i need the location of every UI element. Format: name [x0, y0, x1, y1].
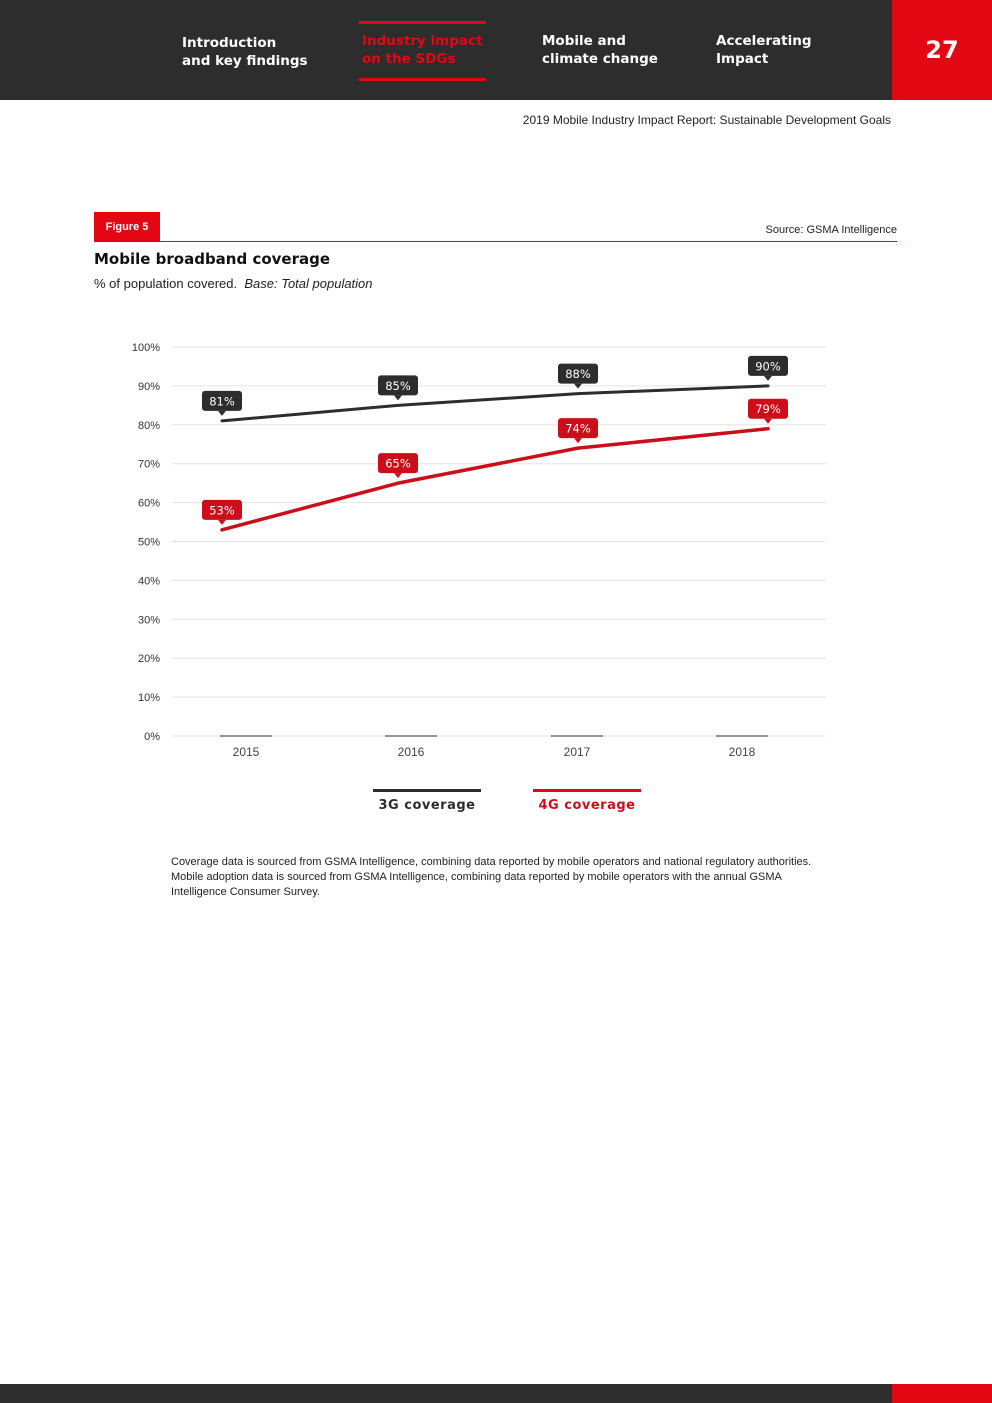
- bottom-bar-accent: [892, 1384, 992, 1403]
- nav-mobile-climate[interactable]: Mobile and climate change: [542, 32, 658, 68]
- y-tick-label: 40%: [138, 575, 160, 587]
- y-tick-label: 60%: [138, 498, 160, 510]
- y-tick-label: 80%: [138, 420, 160, 432]
- figure-rule: [94, 241, 897, 242]
- figure-source: Source: GSMA Intelligence: [765, 224, 897, 236]
- nav-active-rule-top: [359, 21, 486, 24]
- data-label-bubble: [202, 499, 242, 520]
- data-label: 81%: [209, 394, 235, 408]
- y-tick-label: 0%: [144, 731, 160, 743]
- series-line-4g: [220, 426, 770, 532]
- data-label-pointer: [764, 375, 772, 381]
- data-label: 90%: [755, 359, 781, 373]
- data-label-bubble: [378, 375, 418, 396]
- nav-accel-line1: Accelerating: [716, 33, 812, 49]
- y-tick-label: 90%: [138, 381, 160, 393]
- data-label: 79%: [755, 402, 781, 416]
- data-label-bubble: [748, 398, 788, 419]
- data-label: 85%: [385, 379, 411, 393]
- y-tick-label: 70%: [138, 459, 160, 471]
- legend-swatch-3g: [373, 789, 481, 792]
- data-label: 65%: [385, 457, 411, 471]
- nav-accel-line2: Impact: [716, 51, 769, 67]
- y-tick-label: 10%: [138, 692, 160, 704]
- report-title: 2019 Mobile Industry Impact Report: Sust…: [522, 113, 891, 127]
- y-tick-label: 20%: [138, 653, 160, 665]
- data-label-bubble: [378, 453, 418, 474]
- x-tick-label: 2015: [233, 745, 260, 759]
- data-label-bubble: [202, 390, 242, 411]
- chart-subtitle-base: Base: Total population: [244, 276, 373, 291]
- nav-industry-line1: Industry impact: [362, 33, 483, 49]
- data-label-bubble: [558, 418, 598, 439]
- x-tick-label: 2018: [729, 745, 756, 759]
- legend-item-4g: 4G coverage: [533, 789, 641, 813]
- footnote: Coverage data is sourced from GSMA Intel…: [171, 856, 812, 898]
- chart-subtitle-text: % of population covered.: [94, 276, 238, 291]
- y-tick-label: 100%: [132, 342, 160, 354]
- nav-introduction[interactable]: Introduction and key findings: [182, 34, 308, 70]
- data-label-pointer: [574, 383, 582, 389]
- nav-accelerating-impact[interactable]: Accelerating Impact: [716, 32, 812, 68]
- data-label: 74%: [565, 422, 591, 436]
- line-chart: 0% 10% 20% 30% 40% 50% 60% 70% 80% 90% 100% 2015 201…: [132, 342, 826, 759]
- x-tick-label: 2017: [564, 745, 591, 759]
- top-navigation-bar: [0, 0, 992, 100]
- page-number: 27: [892, 0, 992, 100]
- data-label-bubble: [558, 363, 598, 384]
- series-line-3g: [220, 384, 770, 423]
- y-tick-label: 50%: [138, 537, 160, 549]
- data-label-pointer: [218, 410, 226, 416]
- x-tick-label: 2016: [398, 745, 425, 759]
- nav-active-rule-bottom: [359, 78, 486, 81]
- data-label-pointer: [394, 473, 402, 479]
- chart-title: Mobile broadband coverage: [94, 250, 331, 268]
- nav-introduction-line1: Introduction: [182, 35, 277, 51]
- chart-subtitle: % of population covered. Base: Total pop…: [94, 276, 373, 291]
- nav-industry-line2: on the SDGs: [362, 51, 456, 67]
- data-label: 53%: [209, 503, 235, 517]
- y-tick-label: 30%: [138, 614, 160, 626]
- legend-item-3g: 3G coverage: [373, 789, 481, 813]
- legend-label-3g: 3G coverage: [378, 798, 476, 813]
- data-label-pointer: [574, 438, 582, 444]
- data-label: 88%: [565, 367, 591, 381]
- figure-tab: Figure 5: [94, 212, 160, 242]
- data-label-bubble: [748, 355, 788, 376]
- legend-label-4g: 4G coverage: [538, 798, 636, 813]
- nav-industry-impact[interactable]: Industry impact on the SDGs: [362, 32, 482, 68]
- nav-mobile-line2: climate change: [542, 51, 658, 67]
- nav-mobile-line1: Mobile and: [542, 33, 626, 49]
- bottom-bar: [0, 1384, 892, 1403]
- nav-introduction-line2: and key findings: [182, 53, 308, 69]
- data-label-pointer: [394, 395, 402, 401]
- legend-swatch-4g: [533, 789, 641, 792]
- data-label-pointer: [218, 519, 226, 525]
- data-label-pointer: [764, 418, 772, 424]
